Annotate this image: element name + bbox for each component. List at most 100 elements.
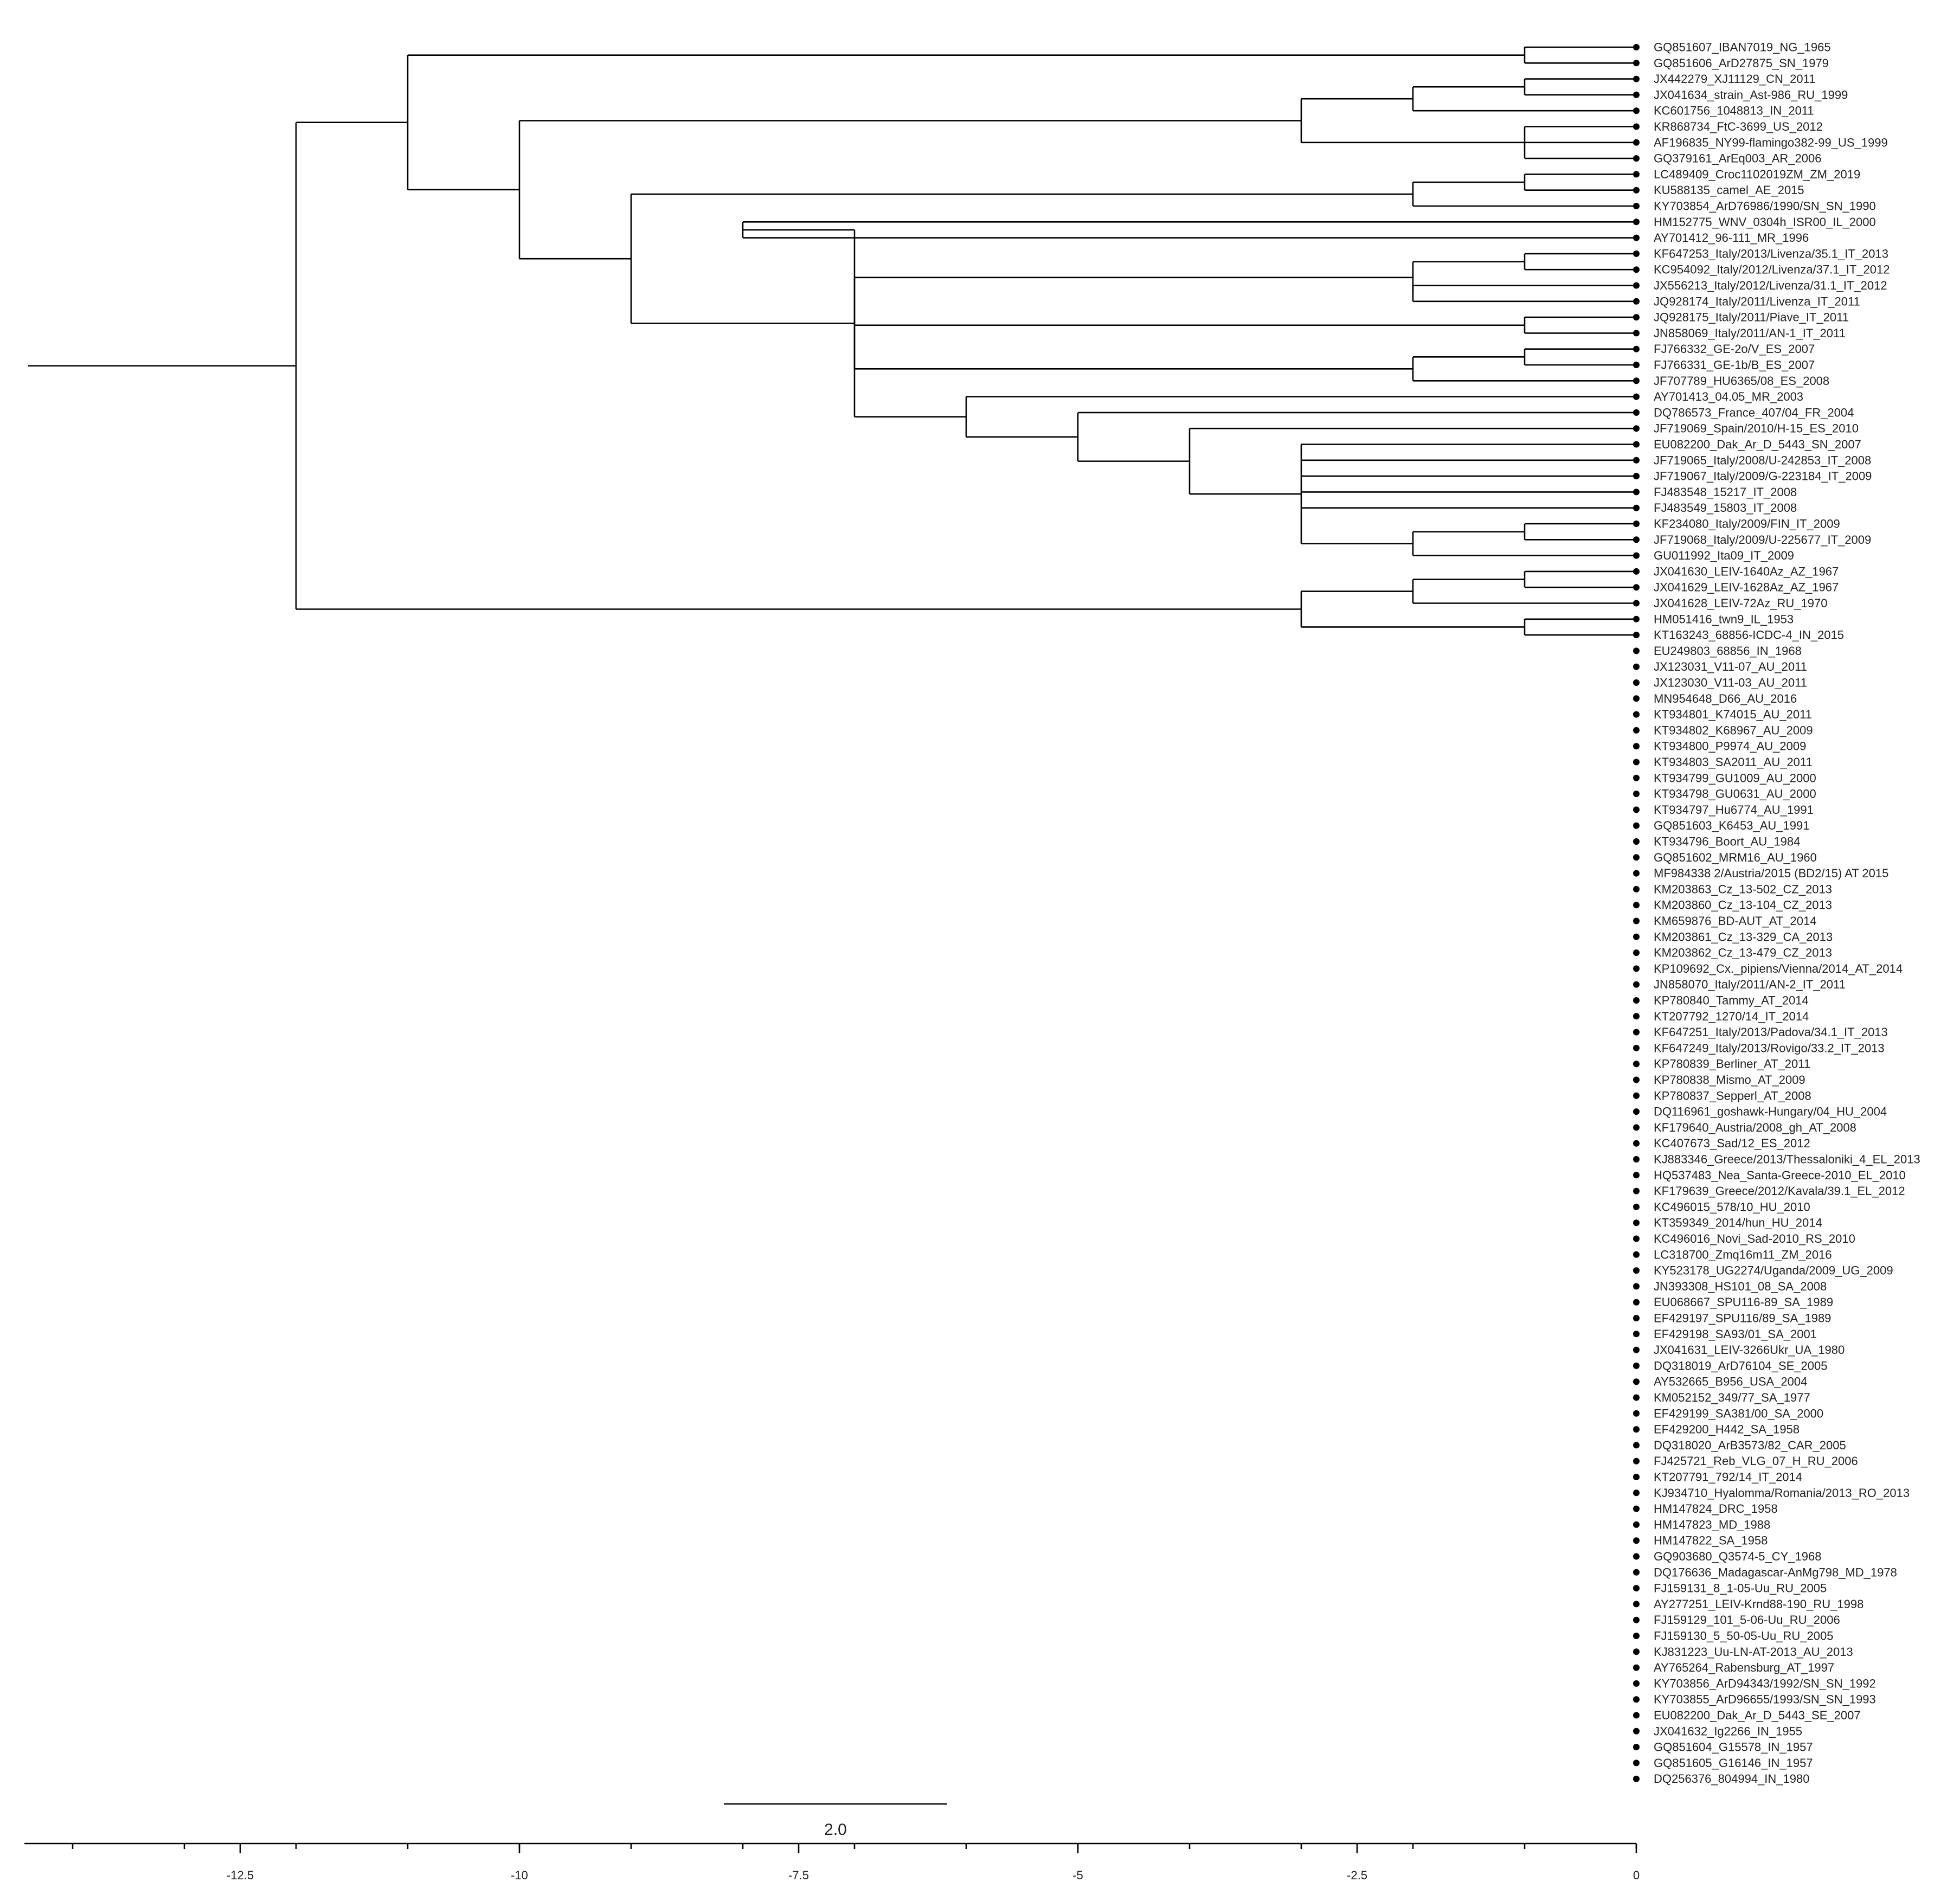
tip-label: FJ483549_15803_IT_2008 — [1654, 501, 1797, 515]
tip-node — [1633, 1172, 1640, 1179]
tip-label: FJ159129_101_5-06-Uu_RU_2006 — [1654, 1613, 1840, 1627]
tip-label: DQ318020_ArB3573/82_CAR_2005 — [1654, 1438, 1846, 1452]
tip-label: KP780837_Sepperl_AT_2008 — [1654, 1089, 1811, 1102]
tip-node — [1633, 266, 1640, 273]
tip-node — [1633, 917, 1640, 924]
tip-label: EF429197_SPU116/89_SA_1989 — [1654, 1312, 1831, 1325]
tip-node — [1633, 1362, 1640, 1369]
tip-label: JF719067_Italy/2009/G-223184_IT_2009 — [1654, 470, 1872, 483]
tip-label: DQ786573_France_407/04_FR_2004 — [1654, 406, 1854, 419]
tip-label: KF647253_Italy/2013/Livenza/35.1_IT_2013 — [1654, 247, 1888, 260]
tree-tips: GQ851607_IBAN7019_NG_1965 GQ851606_ArD278… — [1633, 41, 1920, 1786]
tip-node — [1633, 298, 1640, 305]
tip-node — [1633, 997, 1640, 1004]
tip-label: JX041630_LEIV-1640Az_AZ_1967 — [1654, 564, 1839, 578]
tip-label: JX041632_Ig2266_IN_1955 — [1654, 1724, 1802, 1738]
tip-node — [1633, 1346, 1640, 1353]
tip-node — [1633, 1092, 1640, 1099]
tip-label: GQ851603_K6453_AU_1991 — [1654, 819, 1809, 832]
tip-label: FJ159131_8_1-05-Uu_RU_2005 — [1654, 1582, 1827, 1595]
tip-node — [1633, 933, 1640, 940]
tip-node — [1633, 1744, 1640, 1751]
tip-node — [1633, 1616, 1640, 1623]
tip-node — [1633, 409, 1640, 416]
tip-node — [1633, 1489, 1640, 1497]
tip-node — [1633, 91, 1640, 98]
tip-label: HM147824_DRC_1958 — [1654, 1502, 1778, 1515]
tip-label: AY532665_B956_USA_2004 — [1654, 1375, 1807, 1389]
tip-node — [1633, 632, 1640, 639]
tip-label: DQ116961_goshawk-Hungary/04_HU_2004 — [1654, 1105, 1887, 1119]
tip-label: JX123031_V11-07_AU_2011 — [1654, 660, 1807, 673]
tip-label: GQ903680_Q3574-5_CY_1968 — [1654, 1550, 1821, 1563]
tip-label: KJ831223_Uu-LN-AT-2013_AU_2013 — [1654, 1645, 1853, 1659]
tip-node — [1633, 679, 1640, 686]
tip-node — [1633, 965, 1640, 972]
tip-label: KC496016_Novi_Sad-2010_RS_2010 — [1654, 1232, 1855, 1245]
tip-label: KY703856_ArD94343/1992/SN_SN_1992 — [1654, 1677, 1876, 1690]
tip-node — [1633, 1013, 1640, 1020]
tip-label: GU011992_Ita09_IT_2009 — [1654, 549, 1794, 562]
tip-node — [1633, 219, 1640, 226]
tip-node — [1633, 1426, 1640, 1433]
tip-node — [1633, 1569, 1640, 1576]
axis-tick-label: -12.5 — [227, 1868, 254, 1882]
tip-node — [1633, 1696, 1640, 1703]
tip-label: JF719065_Italy/2008/U-242853_IT_2008 — [1654, 453, 1871, 467]
tip-label: EF429199_SA381/00_SA_2000 — [1654, 1407, 1823, 1420]
tip-node — [1633, 1585, 1640, 1592]
tip-node — [1633, 584, 1640, 591]
tip-label: KT163243_68856-ICDC-4_IN_2015 — [1654, 628, 1844, 642]
tip-node — [1633, 854, 1640, 861]
tip-label: JN858069_Italy/2011/AN-1_IT_2011 — [1654, 326, 1846, 340]
tip-node — [1633, 568, 1640, 575]
tip-label: EU082200_Dak_Ar_D_5443_SE_2007 — [1654, 1709, 1861, 1722]
tip-node — [1633, 1140, 1640, 1147]
tip-label: GQ851602_MRM16_AU_1960 — [1654, 851, 1817, 864]
tip-node — [1633, 155, 1640, 162]
tip-label: KP780840_Tammy_AT_2014 — [1654, 994, 1809, 1007]
tip-label: LC318700_Zmq16m11_ZM_2016 — [1654, 1248, 1832, 1261]
tip-node — [1633, 1061, 1640, 1068]
axis-tick-label: -2.5 — [1347, 1868, 1367, 1882]
tip-label: KJ934710_Hyalomma/Romania/2013_RO_2013 — [1654, 1486, 1910, 1500]
tip-node — [1633, 282, 1640, 289]
tip-node — [1633, 600, 1640, 607]
tip-label: FJ483548_15217_IT_2008 — [1654, 485, 1797, 499]
tip-label: KC496015_578/10_HU_2010 — [1654, 1200, 1810, 1213]
tip-label: GQ851606_ArD27875_SN_1979 — [1654, 56, 1829, 70]
tip-label: HM147823_MD_1988 — [1654, 1518, 1770, 1531]
tip-node — [1633, 1283, 1640, 1290]
tip-label: KT934798_GU0631_AU_2000 — [1654, 787, 1816, 801]
tip-node — [1633, 1331, 1640, 1338]
tip-label: HM147822_SA_1958 — [1654, 1534, 1768, 1547]
tip-node — [1633, 393, 1640, 400]
depth-axis: -12.5 -10 -7.5 -5 -2.5 0 — [24, 1842, 1640, 1882]
tip-label: KF647249_Italy/2013/Rovigo/33.2_IT_2013 — [1654, 1041, 1885, 1055]
tip-label: LC489409_Croc1102019ZM_ZM_2019 — [1654, 168, 1860, 181]
tip-node — [1633, 203, 1640, 209]
axis-tick-label: 0 — [1633, 1868, 1640, 1882]
tip-label: HM152775_WNV_0304h_ISR00_IL_2000 — [1654, 215, 1876, 229]
tip-label: JQ928175_Italy/2011/Piave_IT_2011 — [1654, 311, 1849, 324]
tip-label: KF647251_Italy/2013/Padova/34.1_IT_2013 — [1654, 1025, 1888, 1039]
tip-label: KC601756_1048813_IN_2011 — [1654, 104, 1814, 118]
tip-node — [1633, 234, 1640, 241]
scale-bar: 2.0 — [724, 1803, 947, 1839]
tip-node — [1633, 187, 1640, 194]
tip-label: KM052152_349/77_SA_1977 — [1654, 1391, 1810, 1404]
tip-label: KP780838_Mismo_AT_2009 — [1654, 1073, 1805, 1087]
tip-label: KM659876_BD-AUT_AT_2014 — [1654, 914, 1816, 928]
tip-node — [1633, 902, 1640, 909]
tip-label: FJ766331_GE-1b/B_ES_2007 — [1654, 358, 1815, 372]
tip-label: FJ425721_Reb_VLG_07_H_RU_2006 — [1654, 1454, 1858, 1468]
tip-node — [1633, 949, 1640, 956]
tip-label: JX442279_XJ11129_CN_2011 — [1654, 72, 1815, 86]
tip-node — [1633, 552, 1640, 559]
tip-label: JN858070_Italy/2011/AN-2_IT_2011 — [1654, 978, 1846, 991]
tip-label: HQ537483_Nea_Santa-Greece-2010_EL_2010 — [1654, 1168, 1906, 1182]
tip-node — [1633, 107, 1640, 114]
tip-node — [1633, 1299, 1640, 1306]
tip-node — [1633, 330, 1640, 337]
tip-label: JQ928174_Italy/2011/Livenza_IT_2011 — [1654, 294, 1860, 308]
